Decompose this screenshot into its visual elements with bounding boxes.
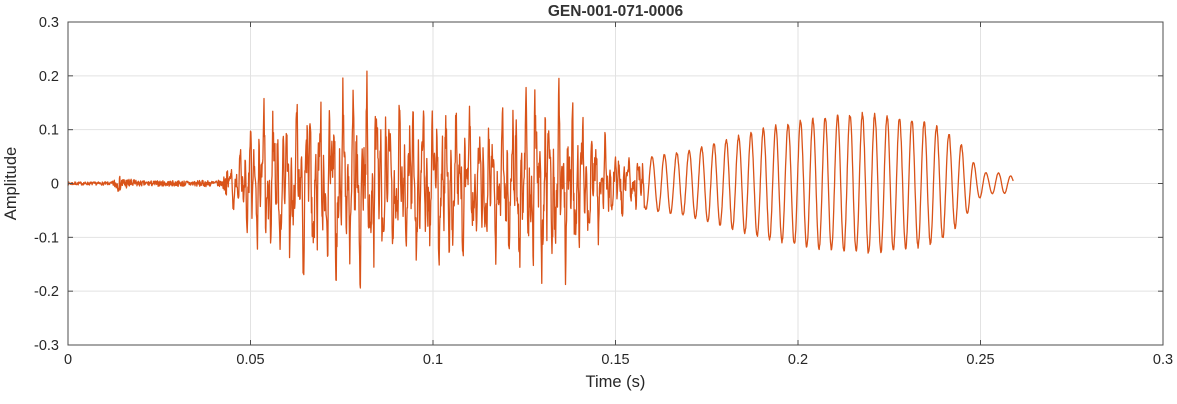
tick-marks	[67, 21, 1164, 346]
x-tick-label: 0.15	[601, 352, 629, 368]
x-tick-label: 0.25	[966, 352, 994, 368]
x-tick-label: 0.05	[236, 352, 264, 368]
y-tick-label: -0.3	[34, 338, 59, 354]
y-tick-label: 0	[51, 177, 59, 193]
y-tick-label: 0.2	[39, 69, 59, 85]
chart-title: GEN-001-071-0006	[548, 3, 684, 20]
x-tick-label: 0	[64, 352, 72, 368]
x-axis-label: Time (s)	[586, 373, 646, 391]
tick-labels: 0 0.05 0.1 0.15 0.2 0.25 0.3 -0.3 -0.2 -0.1 0 0.1 0.…	[34, 15, 1173, 368]
y-tick-label: -0.2	[34, 284, 59, 300]
x-tick-label: 0.3	[1153, 352, 1173, 368]
y-axis-label: Amplitude	[2, 147, 20, 220]
y-tick-label: -0.1	[34, 230, 59, 246]
y-tick-label: 0.1	[39, 123, 59, 139]
waveform-line	[67, 70, 1014, 289]
x-tick-label: 0.2	[788, 352, 808, 368]
x-tick-label: 0.1	[423, 352, 443, 368]
y-tick-label: 0.3	[39, 15, 59, 31]
